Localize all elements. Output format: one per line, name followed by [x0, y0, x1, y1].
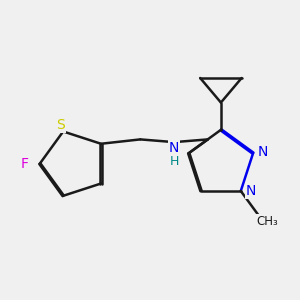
- Text: N: N: [169, 141, 179, 154]
- Text: N: N: [258, 145, 268, 159]
- Text: CH₃: CH₃: [256, 215, 278, 228]
- Text: N: N: [245, 184, 256, 198]
- Text: S: S: [56, 118, 65, 132]
- Text: F: F: [20, 157, 28, 171]
- Text: H: H: [169, 155, 179, 168]
